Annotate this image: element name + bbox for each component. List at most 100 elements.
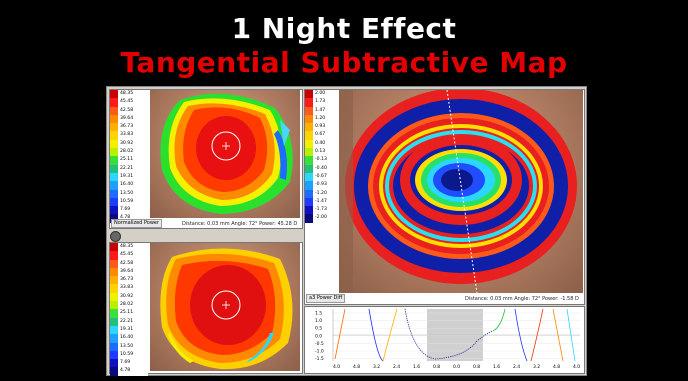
color-swatch xyxy=(110,214,118,223)
top-left-topography-map[interactable] xyxy=(150,90,300,218)
bottom-left-color-scale: 48.35 45.45 42.58 39.64 36.73 33.83 30.92 28.02… xyxy=(110,243,148,376)
color-swatch xyxy=(305,131,313,140)
x-tick-label: 3.2 xyxy=(533,364,540,370)
slide-title: 1 Night Effect xyxy=(231,12,457,45)
scale-label: 25.11 xyxy=(120,157,134,163)
difference-scale-row: 1.20 xyxy=(305,114,337,124)
difference-topography-map[interactable] xyxy=(339,90,583,293)
difference-scale-row: 1.73 xyxy=(305,98,337,107)
bottom-left-topography-map[interactable] xyxy=(150,243,300,371)
color-swatch xyxy=(110,284,118,293)
scale-label: 39.64 xyxy=(120,268,134,274)
camera-icon[interactable] xyxy=(110,231,121,242)
top-left-scale-row: 4.78 xyxy=(110,214,148,223)
scale-label: 48.35 xyxy=(120,244,134,249)
top-left-color-scale: 48.35 45.45 42.58 39.64 36.73 33.83 30.92 28.02… xyxy=(110,90,148,223)
color-swatch xyxy=(305,214,313,223)
scale-label: 2.00 xyxy=(315,91,326,96)
x-tick-label: 4.8 xyxy=(353,364,360,370)
bottom-left-scale-row: 48.35 xyxy=(110,243,148,252)
difference-scale-row: 0.13 xyxy=(305,148,337,157)
color-swatch xyxy=(110,172,118,182)
color-swatch xyxy=(110,342,118,351)
bottom-left-map-panel[interactable]: 48.35 45.45 42.58 39.64 36.73 33.83 30.92 28.02… xyxy=(109,242,303,376)
difference-scale-row: -1.20 xyxy=(305,189,337,198)
scale-label: 39.64 xyxy=(120,115,134,121)
difference-scale-row: 2.00 xyxy=(305,90,337,99)
color-swatch xyxy=(110,259,118,268)
bottom-left-scale-row: 30.92 xyxy=(110,292,148,302)
scale-label: -0.13 xyxy=(315,157,327,163)
normalized-power-tag[interactable]: Normalized Power xyxy=(111,219,163,228)
bottom-left-scale-row: 10.59 xyxy=(110,350,148,360)
color-swatch xyxy=(110,292,118,302)
scale-label: 10.59 xyxy=(120,198,134,204)
bottom-left-scale-row: 22.21 xyxy=(110,317,148,326)
x-tick-label: 2.4 xyxy=(513,364,520,370)
color-swatch xyxy=(110,309,118,318)
y-tick-label: 1.5 xyxy=(315,311,322,317)
difference-scale-row: -2.00 xyxy=(305,214,337,223)
top-left-scale-row: 10.59 xyxy=(110,197,148,207)
x-tick-label: 1.6 xyxy=(493,364,500,370)
color-swatch xyxy=(110,367,118,376)
scale-label: -1.47 xyxy=(315,198,327,204)
y-tick-label: -0.5 xyxy=(315,341,324,347)
top-left-scale-row: 19.31 xyxy=(110,172,148,182)
color-swatch xyxy=(305,172,313,182)
scale-label: -0.40 xyxy=(315,165,327,171)
color-swatch xyxy=(110,106,118,115)
bottom-left-scale-row: 19.31 xyxy=(110,325,148,335)
scale-label: 4.78 xyxy=(120,368,131,374)
top-left-scale-row: 16.40 xyxy=(110,181,148,190)
top-left-scale-row: 48.35 xyxy=(110,90,148,99)
y-tick-label: 1.0 xyxy=(315,318,322,324)
color-swatch xyxy=(110,197,118,207)
power-diff-tag[interactable]: a3 Power Diff xyxy=(306,294,346,303)
profile-chart-panel[interactable]: 1.5 1.0 0.5 0.0 -0.5 -1.0 -1.5 4.0 4.8 3.2 2.4 1.6… xyxy=(304,306,585,374)
color-swatch xyxy=(305,197,313,207)
difference-scale-row: -0.40 xyxy=(305,164,337,173)
scale-label: 45.45 xyxy=(120,252,134,258)
color-swatch xyxy=(110,317,118,326)
scale-label: 42.58 xyxy=(120,107,134,113)
bottom-left-scale-row: 39.64 xyxy=(110,267,148,277)
color-swatch xyxy=(110,98,118,107)
color-swatch xyxy=(110,243,118,252)
bottom-left-scale-row: 42.58 xyxy=(110,259,148,268)
scale-label: 7.69 xyxy=(120,360,131,366)
scale-label: 19.31 xyxy=(120,326,134,332)
color-swatch xyxy=(110,90,118,99)
color-swatch xyxy=(110,148,118,157)
scale-label: -2.00 xyxy=(315,215,327,221)
top-left-map-panel[interactable]: 48.35 45.45 42.58 39.64 36.73 33.83 30.92 28.02… xyxy=(109,89,303,229)
difference-scale-row: 0.40 xyxy=(305,139,337,149)
color-swatch xyxy=(110,276,118,285)
top-left-scale-row: 36.73 xyxy=(110,123,148,132)
x-tick-label: 3.2 xyxy=(373,364,380,370)
bottom-left-scale-row: 45.45 xyxy=(110,251,148,260)
scale-label: 36.73 xyxy=(120,124,134,130)
color-swatch xyxy=(305,123,313,132)
scale-label: 28.02 xyxy=(120,149,134,155)
scale-label: 0.13 xyxy=(315,149,326,155)
bottom-left-scale-row: 4.78 xyxy=(110,367,148,376)
scale-label: 0.40 xyxy=(315,140,326,146)
scale-label: 16.40 xyxy=(120,182,134,188)
bottom-left-scale-row: 25.11 xyxy=(110,309,148,318)
scale-label: -1.73 xyxy=(315,207,327,213)
profile-chart: 1.51.00.50.0-0.5-1.0-1.5 4.0 4.8 3.2 2.4 1.6… xyxy=(305,307,584,373)
bottom-left-scale-row: 36.73 xyxy=(110,276,148,285)
difference-map-panel[interactable]: 2.00 1.73 1.47 1.20 0.93 0.67 0.40 0.13 -0.13 -0.… xyxy=(304,89,585,305)
top-left-scale-row: 28.02 xyxy=(110,148,148,157)
color-swatch xyxy=(110,359,118,368)
scale-label: 10.59 xyxy=(120,351,134,357)
bottom-left-scale-row: 7.69 xyxy=(110,359,148,368)
x-tick-label: 0.8 xyxy=(433,364,440,370)
scale-label: 36.73 xyxy=(120,277,134,283)
color-swatch xyxy=(305,90,313,99)
color-swatch xyxy=(110,251,118,260)
color-swatch xyxy=(110,131,118,140)
slide-subtitle: Tangential Subtractive Map xyxy=(120,46,568,79)
scale-label: 22.21 xyxy=(120,318,134,324)
